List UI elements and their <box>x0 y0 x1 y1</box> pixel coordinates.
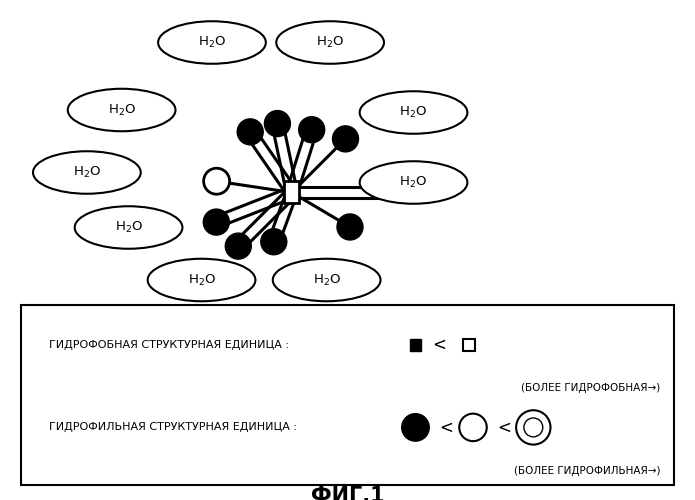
Text: ФИГ.1: ФИГ.1 <box>311 486 384 500</box>
Circle shape <box>402 414 430 441</box>
Circle shape <box>225 233 252 259</box>
Circle shape <box>337 214 363 240</box>
Ellipse shape <box>360 91 468 134</box>
Circle shape <box>524 418 543 437</box>
Circle shape <box>332 126 359 152</box>
Ellipse shape <box>272 259 381 301</box>
Text: <: < <box>432 336 445 353</box>
Ellipse shape <box>277 21 384 63</box>
Text: H$_2$O: H$_2$O <box>316 35 344 50</box>
Ellipse shape <box>67 88 175 131</box>
Ellipse shape <box>147 259 256 301</box>
Text: ГИДРОФИЛЬНАЯ СТРУКТУРНАЯ ЕДИНИЦА :: ГИДРОФИЛЬНАЯ СТРУКТУРНАЯ ЕДИНИЦА : <box>49 422 297 432</box>
Text: (БОЛЕЕ ГИДРОФИЛЬНАЯ→): (БОЛЕЕ ГИДРОФИЛЬНАЯ→) <box>514 466 660 475</box>
Text: H$_2$O: H$_2$O <box>188 272 215 287</box>
Text: ГИДРОФОБНАЯ СТРУКТУРНАЯ ЕДИНИЦА :: ГИДРОФОБНАЯ СТРУКТУРНАЯ ЕДИНИЦА : <box>49 340 288 349</box>
Ellipse shape <box>33 151 140 194</box>
Text: H$_2$O: H$_2$O <box>313 272 341 287</box>
Text: H$_2$O: H$_2$O <box>115 220 142 235</box>
Bar <box>409 338 421 350</box>
Circle shape <box>459 414 486 441</box>
Text: H$_2$O: H$_2$O <box>198 35 226 50</box>
Text: <: < <box>497 418 511 436</box>
Circle shape <box>204 209 229 235</box>
Bar <box>463 338 475 350</box>
Circle shape <box>264 110 291 136</box>
Circle shape <box>237 119 263 145</box>
Ellipse shape <box>74 206 182 248</box>
Text: H$_2$O: H$_2$O <box>400 175 427 190</box>
Ellipse shape <box>158 21 265 63</box>
Circle shape <box>299 116 325 142</box>
Circle shape <box>516 410 550 444</box>
Text: (БОЛЕЕ ГИДРОФОБНАЯ→): (БОЛЕЕ ГИДРОФОБНАЯ→) <box>521 383 660 393</box>
Text: <: < <box>440 418 454 436</box>
Text: H$_2$O: H$_2$O <box>400 105 427 120</box>
Circle shape <box>261 228 287 254</box>
Circle shape <box>204 168 229 194</box>
Ellipse shape <box>360 161 468 204</box>
Bar <box>284 182 300 204</box>
Text: H$_2$O: H$_2$O <box>108 102 136 118</box>
Text: H$_2$O: H$_2$O <box>73 165 101 180</box>
Bar <box>21 305 674 485</box>
